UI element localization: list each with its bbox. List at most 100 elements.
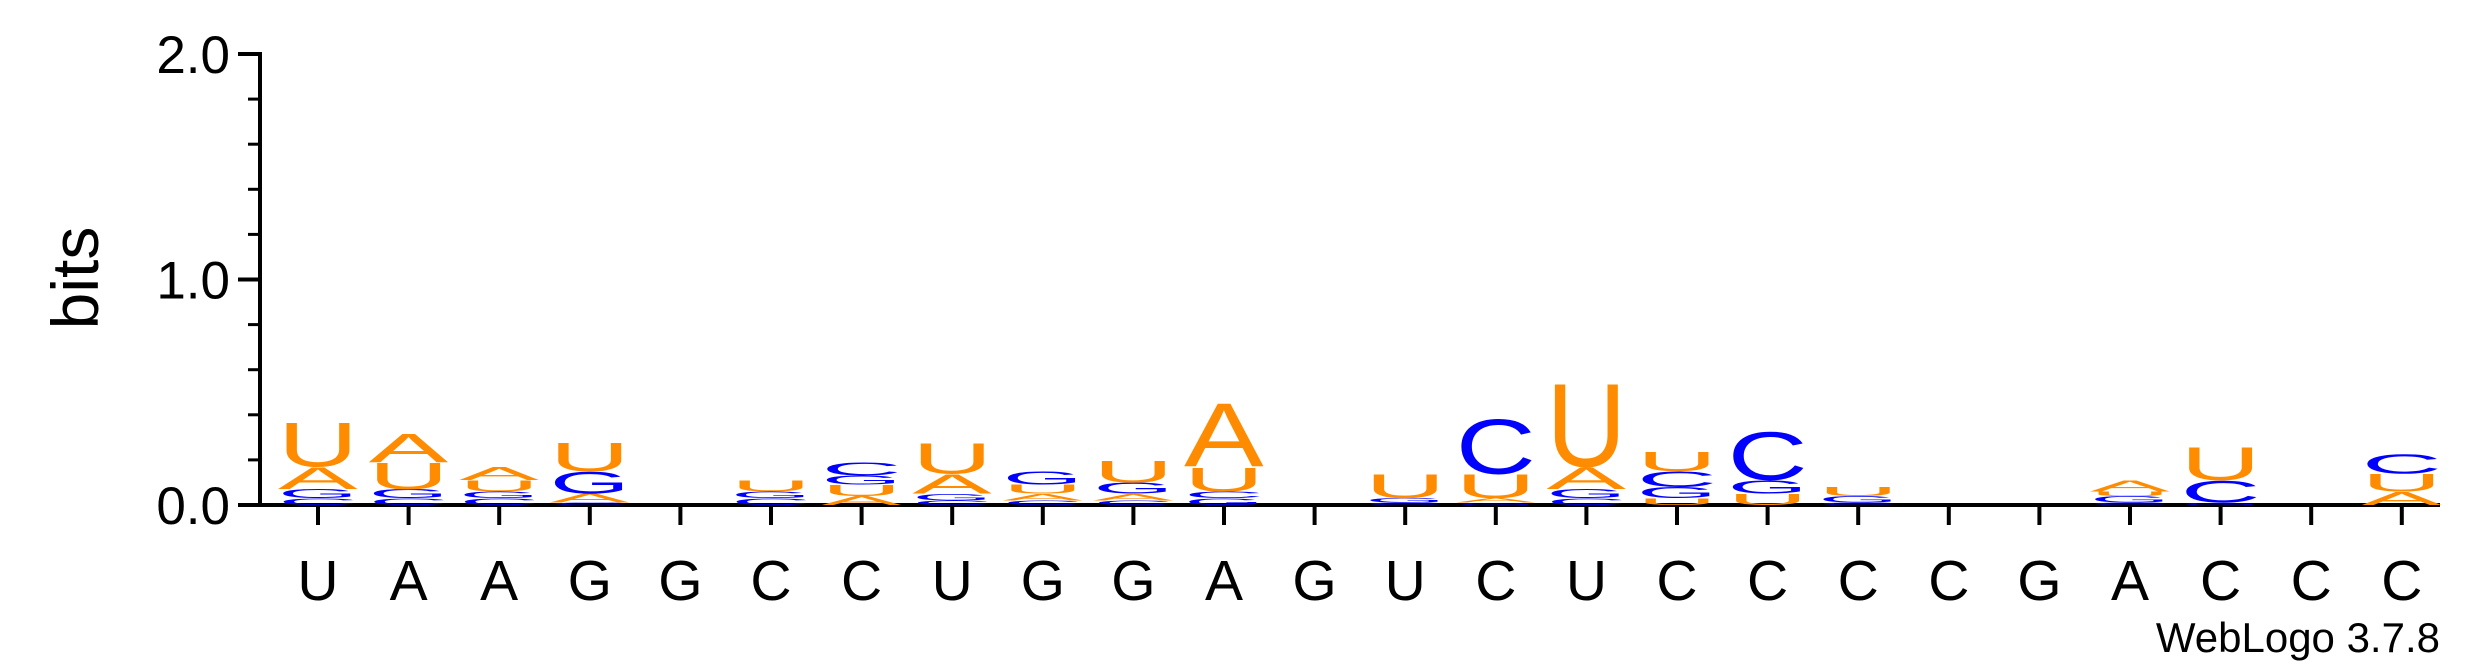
logo-letter-A: A: [369, 425, 449, 471]
x-tick-label: U: [1385, 549, 1426, 613]
logo-letter-C: C: [369, 497, 449, 508]
logo-letter-U: U: [1184, 461, 1264, 499]
logo-letter-A: A: [550, 491, 630, 505]
letter-stacks: CGAUCGUACGUACAGUCGUAUGCCGAUCAUGCAGUGCUAC…: [278, 360, 2442, 510]
x-tick-label: C: [1747, 549, 1788, 613]
logo-letter-U: U: [2362, 469, 2442, 497]
logo-letter-G: G: [459, 490, 539, 500]
logo-letter-U: U: [1365, 468, 1445, 506]
x-tick-label: C: [841, 549, 882, 613]
x-tick-label: U: [932, 549, 973, 613]
logo-letter-A: A: [278, 461, 359, 496]
logo-letter-G: G: [1365, 497, 1445, 504]
logo-letter-A: A: [1093, 492, 1173, 503]
y-tick-label: 0.0: [156, 477, 230, 536]
x-tick-label: C: [2381, 549, 2422, 613]
logo-letter-U: U: [2181, 438, 2261, 490]
logo-letter-U: U: [2090, 490, 2170, 497]
logo-letter-U: U: [1637, 497, 1717, 508]
logo-letter-C: C: [822, 459, 902, 480]
logo-letter-U: U: [550, 434, 630, 480]
x-tick-label: C: [1656, 549, 1697, 613]
logo-letter-C: C: [1456, 403, 1536, 490]
logo-letter-C: C: [550, 502, 630, 506]
logo-letter-A: A: [459, 463, 539, 484]
x-tick-label: A: [1205, 549, 1243, 613]
x-tick-label: C: [2200, 549, 2241, 613]
logo-letter-G: G: [912, 492, 992, 502]
logo-letter-G: G: [1637, 484, 1717, 502]
logo-letter-U: U: [1546, 360, 1626, 493]
logo-letter-U: U: [731, 477, 811, 495]
logo-letter-G: G: [1818, 494, 1898, 504]
y-ticks: 0.0 1.0 2.0: [156, 26, 260, 536]
logo-letter-G: G: [1456, 502, 1536, 505]
logo-letter-C: C: [1637, 467, 1717, 491]
x-tick-label: C: [1928, 549, 1969, 613]
logo-letter-A: A: [912, 468, 992, 500]
logo-letter-U: U: [459, 477, 539, 495]
x-tick-label: G: [1292, 549, 1336, 613]
logo-letter-C: C: [1818, 502, 1898, 506]
x-tick-label: U: [1566, 549, 1607, 613]
logo-letter-C: C: [731, 497, 811, 508]
logo-letter-G: G: [822, 473, 902, 487]
logo-letter-A: A: [2090, 477, 2170, 494]
y-tick-label: 1.0: [156, 252, 230, 311]
logo-letter-C: C: [912, 499, 992, 506]
x-tick-label: G: [1021, 549, 1065, 613]
x-tick-label: G: [2017, 549, 2061, 613]
logo-letter-G: G: [1093, 479, 1173, 497]
logo-letter-U: U: [912, 434, 992, 483]
x-tick-label: G: [658, 549, 702, 613]
x-tick-label: A: [480, 549, 518, 613]
logo-letter-A: A: [1003, 492, 1083, 503]
logo-letter-U: U: [1003, 482, 1083, 496]
logo-letter-C: C: [1365, 502, 1445, 506]
logo-letter-U: U: [1456, 468, 1536, 506]
logo-letter-C: C: [2090, 502, 2170, 506]
x-tick-label: G: [1111, 549, 1155, 613]
logo-letter-U: U: [1093, 454, 1173, 489]
logo-letter-G: G: [1546, 487, 1626, 501]
logo-letter-G: G: [1728, 477, 1808, 498]
logo-letter-U: U: [1728, 491, 1808, 509]
x-tick-label: A: [2111, 549, 2149, 613]
logo-letter-A: A: [1456, 497, 1536, 504]
logo-letter-G: G: [2090, 494, 2170, 504]
logo-letter-G: G: [1184, 497, 1264, 507]
logo-letter-A: A: [1184, 385, 1264, 486]
logo-letter-A: A: [2362, 488, 2442, 509]
weblogo-credit: WebLogo 3.7.8: [2156, 614, 2440, 661]
logo-letter-G: G: [369, 487, 449, 501]
x-tick-label: C: [2291, 549, 2332, 613]
logo-letter-A: A: [1546, 461, 1627, 496]
logo-letter-U: U: [1818, 485, 1898, 499]
logo-letter-G: G: [1003, 468, 1083, 489]
y-axis-label: bits: [38, 227, 112, 330]
logo-letter-C: C: [1093, 499, 1173, 506]
logo-letter-U: U: [278, 411, 358, 481]
logo-letter-C: C: [2362, 448, 2442, 479]
logo-letter-C: C: [1184, 490, 1264, 501]
y-tick-label: 2.0: [156, 26, 230, 85]
logo-letter-C: C: [1546, 497, 1626, 508]
logo-letter-G: G: [550, 466, 630, 501]
logo-letter-C: C: [1003, 499, 1083, 506]
logo-letter-G: G: [278, 487, 358, 501]
logo-letter-G: G: [2181, 502, 2261, 505]
x-tick-label: G: [568, 549, 612, 613]
logo-letter-C: C: [278, 497, 358, 508]
logo-letter-C: C: [459, 497, 539, 508]
logo-letter-U: U: [1637, 446, 1717, 477]
logo-letter-G: G: [731, 490, 811, 500]
x-tick-label: C: [1838, 549, 1879, 613]
x-tick-label: C: [750, 549, 791, 613]
logo-letter-C: C: [2181, 475, 2261, 510]
logo-letter-U: U: [369, 455, 449, 497]
logo-letter-C: C: [1728, 417, 1808, 495]
x-tick-label: A: [390, 549, 428, 613]
x-tick-label: U: [297, 549, 338, 613]
